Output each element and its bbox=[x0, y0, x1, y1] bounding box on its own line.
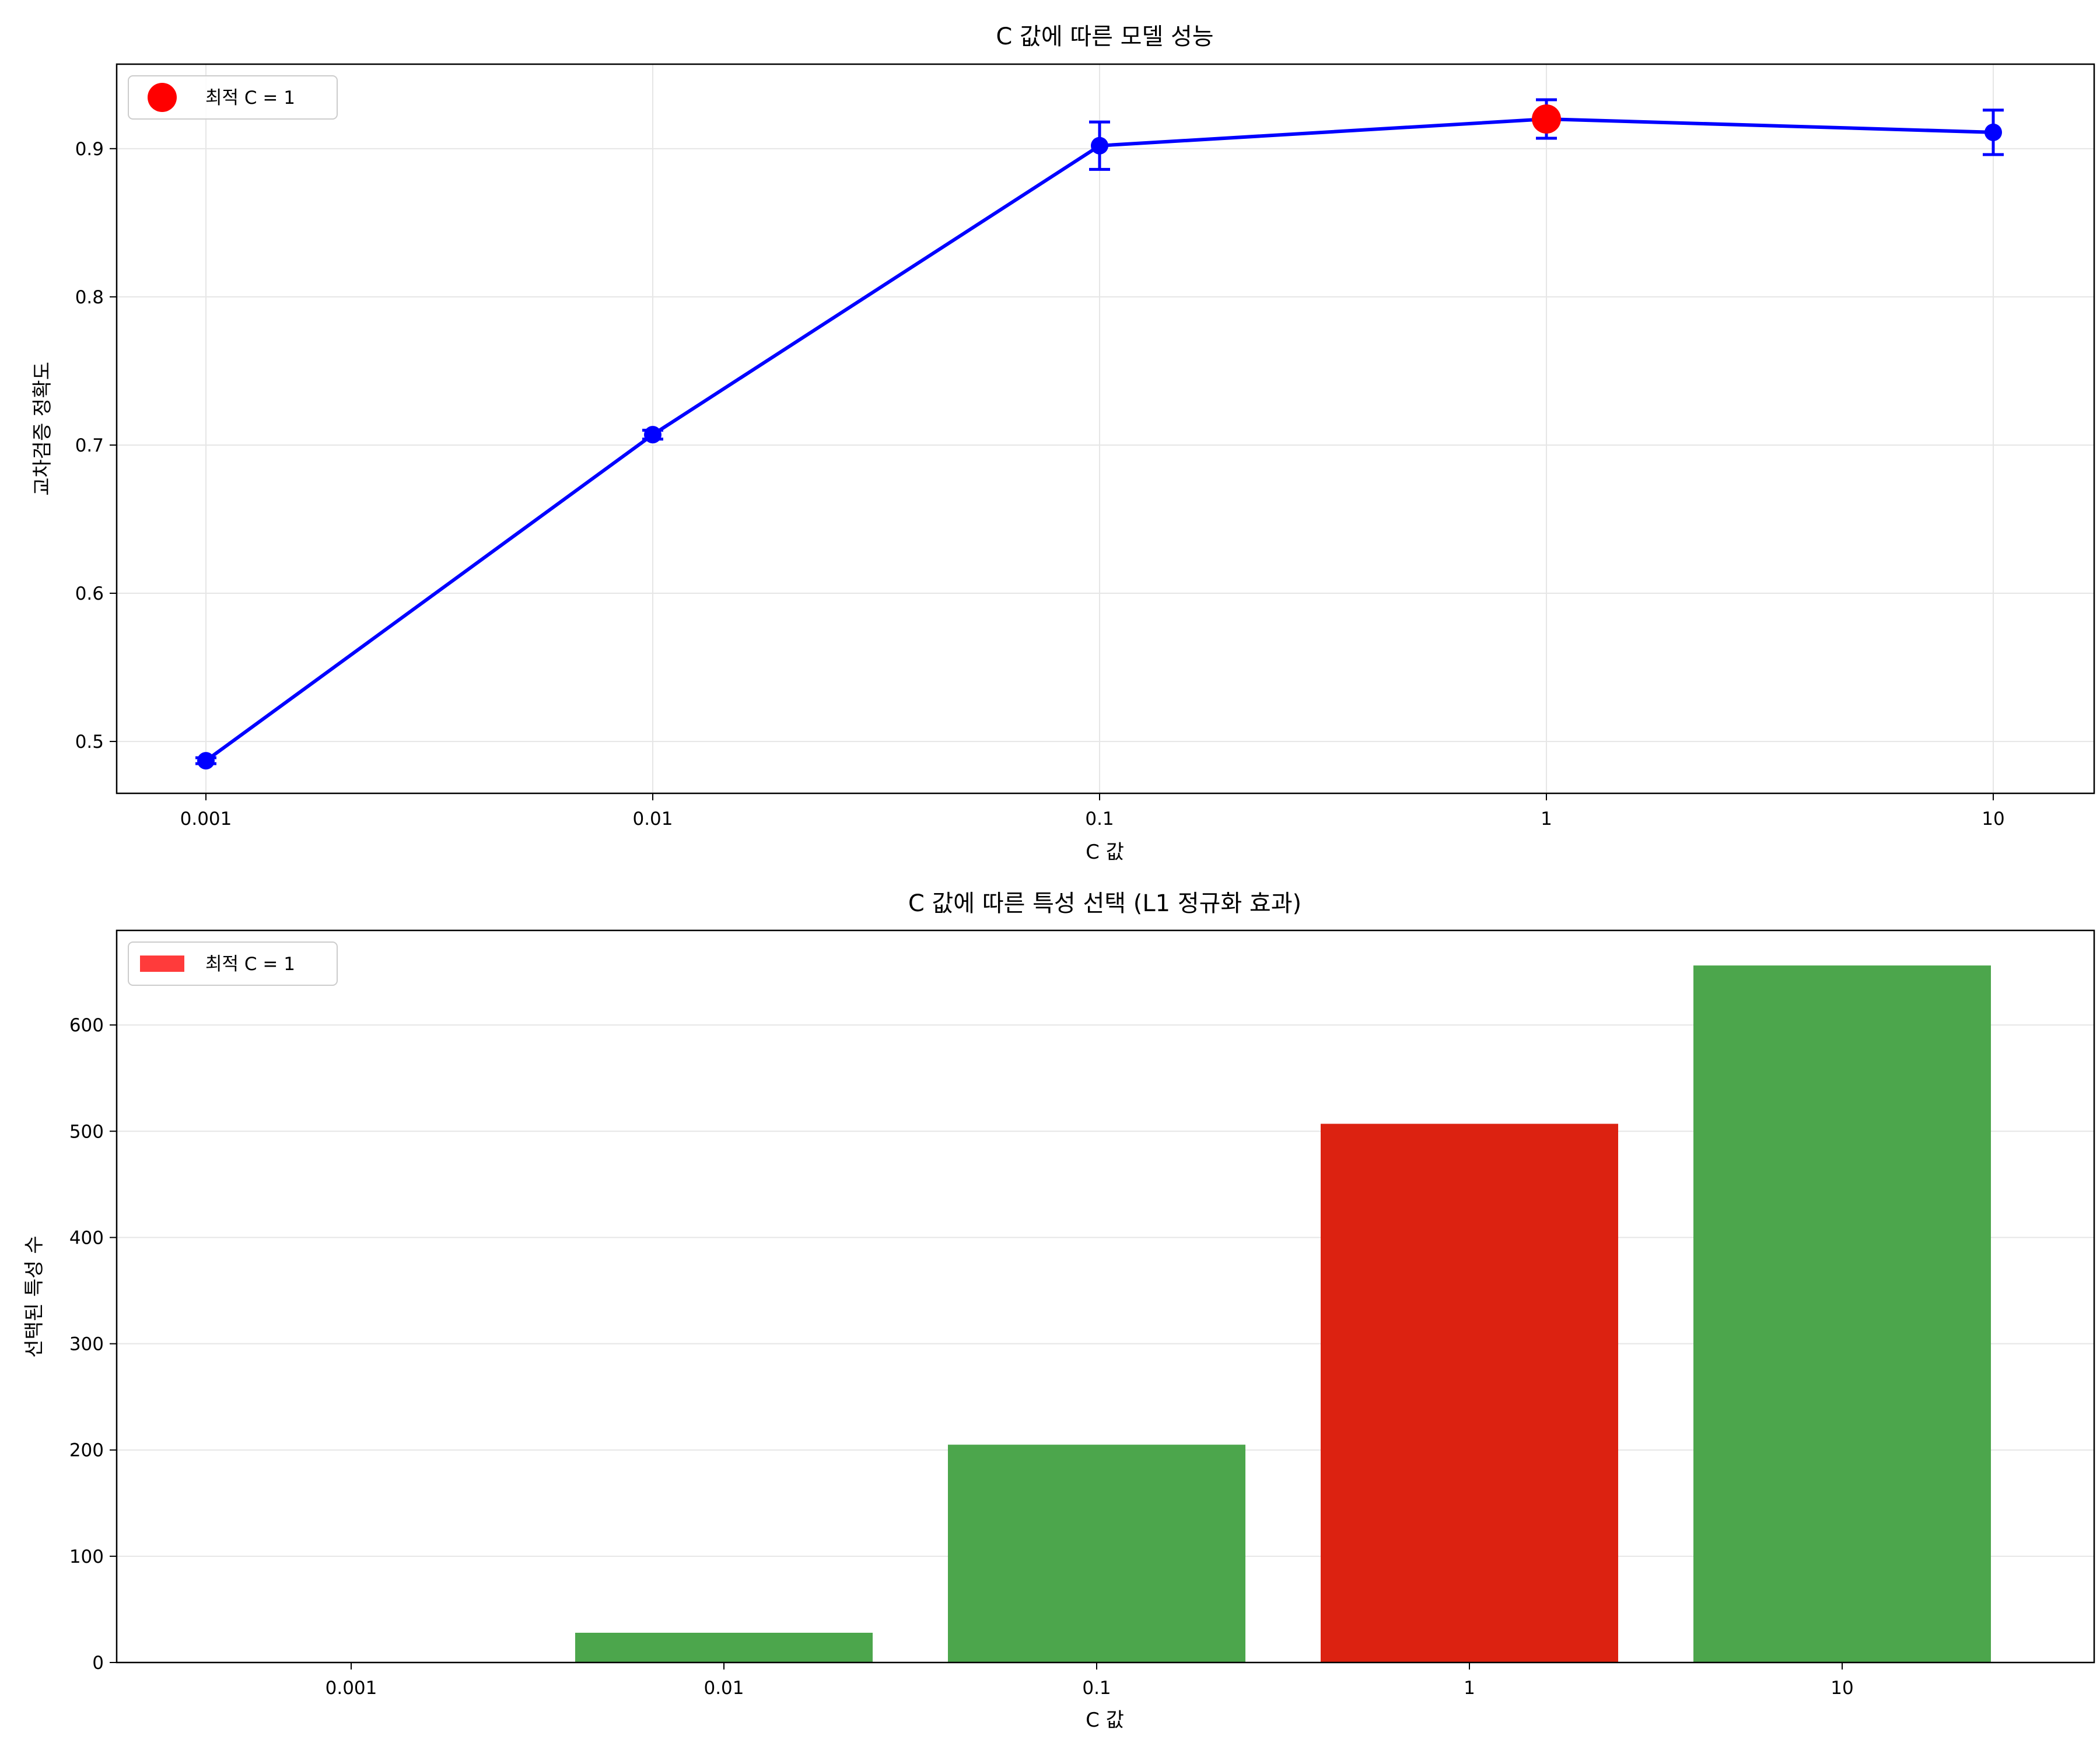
chart1-x-tick-label: 1 bbox=[1541, 808, 1552, 830]
chart1-grid bbox=[117, 64, 2094, 793]
feature-count-bar-chart: C 값에 따른 특성 선택 (L1 정규화 효과) 0.001 0.01 0.1 1 1… bbox=[23, 890, 2095, 1732]
chart2-bars bbox=[575, 965, 1991, 1662]
chart2-y-axis-label: 선택된 특성 수 bbox=[23, 1236, 46, 1357]
chart1-x-tick-label: 0.01 bbox=[632, 808, 673, 830]
chart2-x-ticks: 0.001 0.01 0.1 1 10 bbox=[326, 1662, 1854, 1699]
chart1-y-tick-label: 0.9 bbox=[75, 139, 104, 160]
chart1-x-axis-label: C 값 bbox=[1086, 841, 1124, 864]
chart2-y-tick-label: 200 bbox=[69, 1440, 104, 1461]
chart1-data-point bbox=[1091, 136, 1108, 155]
accuracy-line-chart: C 값에 따른 모델 성능 0.001 0.01 0.1 1 10 0.50.60.70… bbox=[31, 23, 2095, 864]
chart2-frame bbox=[116, 929, 2095, 1664]
chart2-y-tick-label: 500 bbox=[69, 1121, 104, 1142]
chart1-x-ticks: 0.001 0.01 0.1 1 10 bbox=[180, 793, 2005, 830]
chart1-data-point bbox=[1985, 123, 2002, 141]
chart1-points bbox=[197, 104, 2002, 770]
chart1-frame bbox=[116, 63, 2095, 794]
chart1-legend-box bbox=[128, 75, 338, 120]
chart2-y-tick-label: 300 bbox=[69, 1334, 104, 1355]
chart2-y-tick-label: 400 bbox=[69, 1227, 104, 1248]
chart1-legend-best-marker bbox=[148, 83, 177, 112]
chart2-x-axis-label: C 값 bbox=[1086, 1709, 1124, 1732]
chart1-x-tick-label: 0.001 bbox=[180, 808, 232, 830]
chart2-legend: 최적 C = 1 bbox=[128, 942, 338, 986]
chart1-x-tick-label: 10 bbox=[1982, 808, 2004, 830]
chart2-x-tick-label: 1 bbox=[1464, 1678, 1475, 1699]
chart2-y-tick-label: 100 bbox=[69, 1546, 104, 1567]
chart1-data-point bbox=[197, 752, 215, 770]
chart1-legend-label: 최적 C = 1 bbox=[205, 88, 295, 108]
chart1-y-axis-label: 교차검증 정확도 bbox=[31, 362, 54, 496]
chart2-bar bbox=[575, 1632, 873, 1662]
chart1-title: C 값에 따른 모델 성능 bbox=[996, 23, 1213, 50]
chart2-x-tick-label: 0.001 bbox=[326, 1678, 377, 1699]
chart1-legend: 최적 C = 1 bbox=[128, 75, 338, 120]
chart2-x-tick-label: 0.1 bbox=[1082, 1678, 1111, 1699]
chart1-y-ticks: 0.5 0.6 0.7 0.8 0.9 bbox=[75, 139, 117, 752]
chart2-legend-label: 최적 C = 1 bbox=[205, 954, 295, 975]
chart1-y-tick-label: 0.5 bbox=[75, 732, 104, 752]
chart2-y-ticks: 0 100 200 300 400 500 600 bbox=[69, 1015, 117, 1674]
chart1-y-tick-label: 0.6 bbox=[75, 583, 104, 604]
chart1-y-tick-label: 0.8 bbox=[75, 287, 104, 308]
chart2-x-tick-label: 10 bbox=[1831, 1678, 1853, 1699]
chart2-y-tick-label: 600 bbox=[69, 1015, 104, 1036]
chart1-x-tick-label: 0.1 bbox=[1085, 808, 1114, 830]
chart2-y-tick-label: 0 bbox=[92, 1653, 104, 1674]
chart2-legend-box bbox=[128, 942, 338, 986]
chart2-title: C 값에 따른 특성 선택 (L1 정규화 효과) bbox=[908, 890, 1301, 917]
chart2-bar bbox=[948, 1444, 1245, 1662]
chart2-bar bbox=[1693, 965, 1991, 1662]
chart1-best-point bbox=[1532, 104, 1561, 134]
chart2-x-tick-label: 0.01 bbox=[704, 1678, 744, 1699]
chart1-y-tick-label: 0.7 bbox=[75, 435, 104, 456]
chart2-legend-best-patch bbox=[140, 956, 184, 972]
chart2-bar bbox=[1321, 1124, 1618, 1662]
chart1-data-point bbox=[644, 426, 662, 444]
